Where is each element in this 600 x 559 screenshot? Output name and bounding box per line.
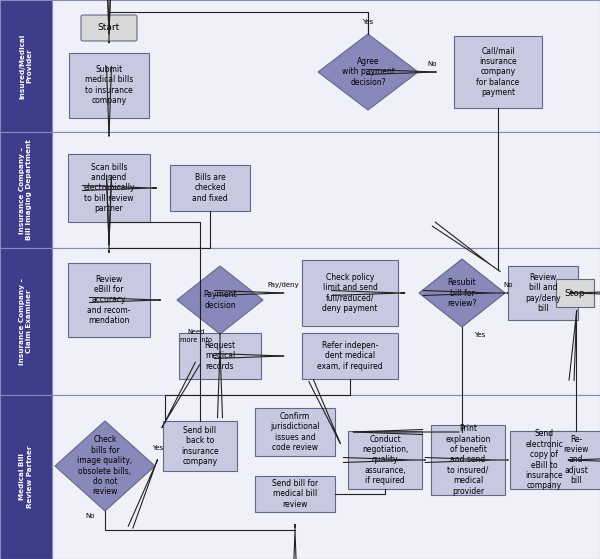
Bar (0, 395, 52, 559)
Text: Send
electronic
copy of
eBill to
insurance
company: Send electronic copy of eBill to insuran… (525, 429, 563, 490)
Text: Pay/deny: Pay/deny (267, 282, 299, 288)
Text: Payment
decision: Payment decision (203, 290, 237, 310)
Bar (52, 0, 600, 132)
Text: Insured/Medical
Provider: Insured/Medical Provider (19, 34, 32, 98)
Polygon shape (55, 421, 155, 511)
Text: Review
eBill for
accuracy
and recom-
mendation: Review eBill for accuracy and recom- men… (87, 274, 131, 325)
Bar (69, 53, 149, 117)
Bar (0, 248, 52, 395)
Text: Conduct
negotiation,
quality
assurance,
if required: Conduct negotiation, quality assurance, … (362, 435, 408, 485)
Bar (302, 260, 398, 326)
Text: Stop: Stop (565, 288, 586, 297)
Text: Start: Start (98, 23, 120, 32)
Bar (68, 154, 150, 222)
Text: No: No (503, 282, 513, 288)
Text: Insurance Company –
Bill Imaging Department: Insurance Company – Bill Imaging Departm… (19, 140, 32, 240)
Text: Review
bill and
pay/deny
bill: Review bill and pay/deny bill (525, 273, 561, 313)
Bar (163, 421, 237, 471)
Bar (68, 263, 150, 337)
Text: Refer indepen-
dent medical
exam, if required: Refer indepen- dent medical exam, if req… (317, 341, 383, 371)
Text: Insurance Company –
Claim Examiner: Insurance Company – Claim Examiner (19, 278, 32, 365)
Bar (255, 408, 335, 456)
Text: Send bill for
medical bill
review: Send bill for medical bill review (272, 479, 318, 509)
Text: Check
bills for
image quality,
obsolete bills,
do not
review: Check bills for image quality, obsolete … (77, 435, 133, 496)
Bar (52, 248, 600, 395)
Bar (508, 266, 578, 320)
Text: Confirm
jurisdictional
issues and
code review: Confirm jurisdictional issues and code r… (270, 412, 320, 452)
Bar (0, 132, 52, 248)
Bar (302, 333, 398, 379)
Text: Submit
medical bills
to insurance
company: Submit medical bills to insurance compan… (85, 65, 133, 105)
Bar (550, 431, 600, 489)
Text: Print
explanation
of benefit
and send
to insured/
medical
provider: Print explanation of benefit and send to… (445, 424, 491, 496)
Text: Yes: Yes (474, 332, 485, 338)
Polygon shape (419, 259, 505, 327)
Text: Request
medical
records: Request medical records (205, 341, 236, 371)
Bar (255, 476, 335, 512)
Text: Resubit
bill for
review?: Resubit bill for review? (448, 278, 476, 308)
Text: Check policy
limit and send
full/reduced/
deny payment: Check policy limit and send full/reduced… (322, 273, 377, 313)
Text: No: No (85, 513, 95, 519)
Text: Yes: Yes (362, 19, 374, 25)
Text: Yes: Yes (152, 445, 164, 451)
Bar (348, 431, 422, 489)
Bar (556, 279, 594, 307)
Text: Scan bills
and send
electronically
to bill review
partner: Scan bills and send electronically to bi… (83, 163, 135, 214)
Text: Re-
review
and
adjust
bill: Re- review and adjust bill (563, 435, 589, 485)
Bar (52, 395, 600, 559)
FancyBboxPatch shape (81, 15, 137, 41)
Bar (454, 36, 542, 108)
Text: Medical Bill
Review Partner: Medical Bill Review Partner (19, 446, 32, 508)
Text: Send bill
back to
insurance
company: Send bill back to insurance company (181, 426, 219, 466)
Polygon shape (177, 266, 263, 334)
Bar (431, 425, 505, 495)
Bar (52, 132, 600, 248)
Text: Agree
with payment
decision?: Agree with payment decision? (341, 57, 395, 87)
Bar (510, 431, 578, 489)
Text: Bills are
checked
and fixed: Bills are checked and fixed (192, 173, 228, 203)
Text: No: No (427, 61, 437, 67)
Bar (0, 0, 52, 132)
Bar (179, 333, 261, 379)
Text: Call/mail
insurance
company
for balance
payment: Call/mail insurance company for balance … (476, 47, 520, 97)
Text: Need
more info: Need more info (180, 329, 212, 343)
Polygon shape (318, 34, 418, 110)
Bar (170, 165, 250, 211)
